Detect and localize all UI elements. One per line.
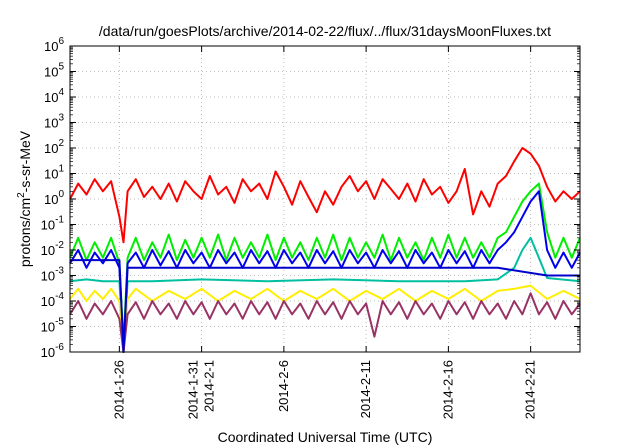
series-line-4 — [69, 284, 581, 353]
grid — [70, 46, 580, 352]
y-tick-label: 103 — [44, 113, 64, 131]
series-line-1 — [69, 182, 581, 346]
chart-title: /data/run/goesPlots/archive/2014-02-22/f… — [99, 23, 551, 39]
series-line-2 — [69, 190, 581, 353]
x-tick-label: 2014-2-21 — [523, 360, 538, 419]
y-tick-label: 10-3 — [41, 266, 65, 284]
series-line-0 — [69, 147, 581, 244]
y-tick-label: 105 — [44, 62, 64, 80]
y-tick-label: 10-4 — [41, 291, 65, 309]
y-tick-label: 10-6 — [41, 342, 65, 360]
y-tick-label: 101 — [44, 164, 64, 182]
series-line-5 — [69, 292, 581, 353]
x-tick-label: 2014-2-11 — [358, 360, 373, 418]
y-tick-label: 106 — [44, 36, 64, 54]
x-tick-label: 2014-2-1 — [202, 360, 217, 412]
y-tick-label: 104 — [44, 87, 64, 105]
x-tick-label: 2014-2-16 — [440, 360, 455, 419]
series-layer — [69, 147, 581, 353]
x-axis-label: Coordinated Universal Time (UTC) — [218, 429, 433, 445]
y-axis-label: protons/cm2-s-sr-MeV — [16, 130, 33, 267]
series-line-6 — [70, 259, 580, 353]
y-axis-ticks: 10-6 10-5 10-4 10-3 10-2 10-1 100 101 102 103 104 1… — [41, 36, 580, 360]
y-tick-label: 102 — [44, 138, 64, 156]
x-tick-label: 2014-2-6 — [276, 360, 291, 412]
x-tick-label: 2014-1-26 — [111, 360, 126, 419]
y-tick-label: 10-5 — [41, 317, 65, 335]
y-axis-label-sup: 2 — [16, 192, 27, 198]
y-tick-label: 10-1 — [41, 215, 65, 233]
x-axis-ticks: 2014-1-26 2014-1-31 2014-2-1 2014-2-6 2014-2… — [111, 46, 538, 419]
y-axis-label-main: protons/cm — [17, 198, 33, 267]
y-tick-label: 10-2 — [41, 240, 65, 258]
y-tick-label: 100 — [44, 189, 64, 207]
x-tick-label: 2014-1-31 — [186, 360, 201, 419]
y-axis-label-rest: -s-sr-MeV — [17, 130, 33, 192]
